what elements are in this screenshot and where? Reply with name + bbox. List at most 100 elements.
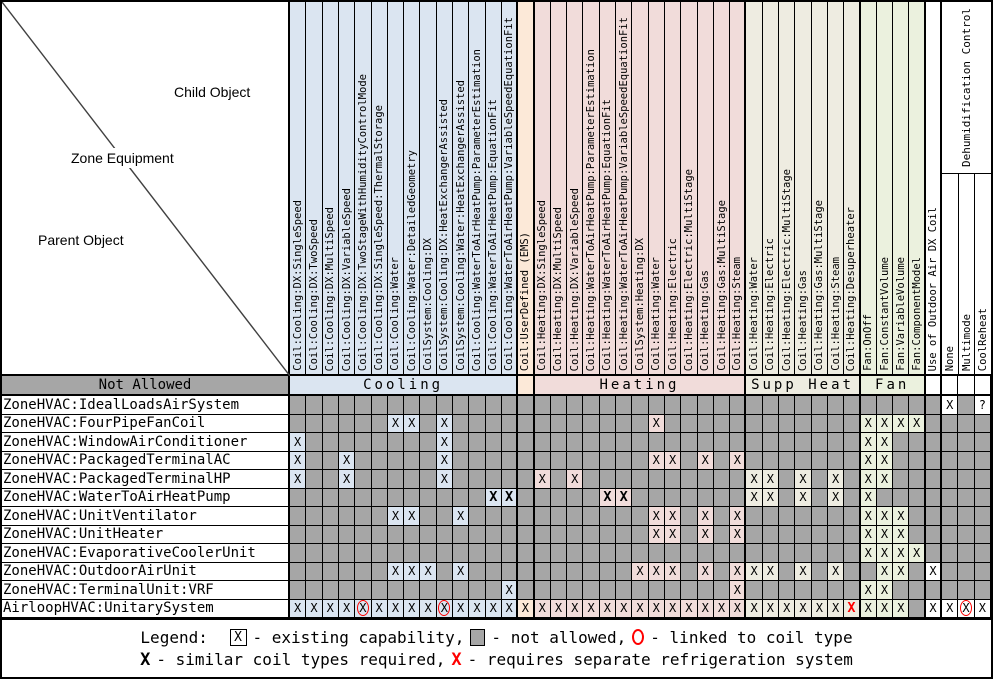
- matrix-cell: [518, 414, 535, 433]
- matrix-cell: X: [501, 581, 519, 600]
- matrix-cell: [371, 414, 388, 433]
- x-mark: X: [342, 471, 351, 486]
- matrix-cell: X: [876, 525, 894, 544]
- matrix-cell: [453, 470, 470, 489]
- matrix-cell: [306, 396, 323, 415]
- matrix-cell: X: [730, 525, 747, 544]
- matrix-cell: [550, 433, 568, 452]
- matrix-cell: [599, 581, 617, 600]
- matrix-cell: [404, 488, 421, 507]
- matrix-cell: [518, 470, 535, 489]
- matrix-cell: X: [909, 414, 926, 433]
- x-mark: X: [391, 416, 400, 431]
- column-header-multimode: Multimode: [959, 174, 976, 374]
- matrix-cell: [616, 544, 633, 563]
- matrix-cell: [925, 525, 943, 544]
- matrix-cell: X: [730, 562, 747, 581]
- matrix-cell: [844, 396, 861, 415]
- matrix-cell: [338, 396, 356, 415]
- matrix-cell: [942, 562, 959, 581]
- matrix-cell: [420, 451, 437, 470]
- column-header: Coil:Cooling:Water: [387, 2, 405, 376]
- x-mark: X: [424, 601, 432, 616]
- matrix-cell: [567, 544, 584, 563]
- matrix-cell: [958, 396, 975, 415]
- x-mark: X: [897, 601, 905, 616]
- matrix-cell: [290, 414, 307, 433]
- question-mark: ?: [978, 397, 986, 412]
- matrix-cell: [827, 581, 845, 600]
- matrix-cell: X: [664, 507, 682, 526]
- matrix-cell: [664, 488, 682, 507]
- matrix-cell: X: [827, 562, 845, 581]
- x-mark: X: [750, 564, 758, 579]
- matrix-cell: X: [746, 470, 763, 489]
- matrix-cell: X: [648, 525, 665, 544]
- column-header: Coil:Heating:DX:MultiSpeed: [550, 2, 568, 376]
- matrix-cell: [387, 581, 405, 600]
- matrix-cell: X: [876, 507, 894, 526]
- matrix-cell: [371, 581, 388, 600]
- x-mark: X: [701, 453, 709, 468]
- matrix-cell: X: [404, 599, 421, 618]
- x-mark: X: [294, 434, 302, 449]
- matrix-cell: [974, 414, 991, 433]
- matrix-cell: [501, 544, 519, 563]
- matrix-cell: [306, 507, 323, 526]
- x-mark: X: [717, 601, 726, 616]
- matrix-cell: [925, 470, 943, 489]
- matrix-cell: [664, 414, 682, 433]
- matrix-cell: [811, 544, 828, 563]
- column-header: Fan:ComponentModel: [909, 2, 926, 376]
- matrix-cell: [469, 414, 486, 433]
- group-header-cooling: Cooling: [290, 376, 519, 396]
- x-mark: X: [733, 582, 741, 597]
- matrix-cell: X: [876, 433, 894, 452]
- column-header: Coil:Cooling:DX:SingleSpeed:ThermalStora…: [371, 2, 388, 376]
- matrix-cell: [322, 396, 339, 415]
- column-header: Fan:VariableVolume: [893, 2, 910, 376]
- matrix-cell: X: [404, 562, 421, 581]
- x-mark: X: [799, 490, 807, 505]
- matrix-cell: [909, 396, 926, 415]
- matrix-cell: [779, 396, 796, 415]
- matrix-cell: [632, 581, 649, 600]
- matrix-cell: [485, 470, 502, 489]
- matrix-cell: [501, 396, 519, 415]
- column-header: Coil:Cooling:WaterToAirHeatPump:Equation…: [485, 2, 502, 376]
- matrix-cell: [697, 488, 714, 507]
- x-mark: X: [880, 545, 889, 560]
- matrix-cell: [599, 507, 617, 526]
- x-mark: X: [978, 601, 986, 616]
- matrix-cell: [681, 562, 698, 581]
- row-label: ZoneHVAC:FourPipeFanCoil: [2, 414, 290, 433]
- matrix-cell: [779, 488, 796, 507]
- matrix-cell: [681, 581, 698, 600]
- matrix-cell: [827, 451, 845, 470]
- x-mark: X: [457, 508, 465, 523]
- matrix-cell: [942, 581, 959, 600]
- matrix-cell: [958, 544, 975, 563]
- matrix-cell: [371, 433, 388, 452]
- bold-x-mark: X: [603, 488, 612, 505]
- matrix-cell: [485, 507, 502, 526]
- matrix-cell: [485, 414, 502, 433]
- matrix-cell: X: [876, 599, 894, 618]
- matrix-cell: [338, 507, 356, 526]
- matrix-cell: [355, 433, 372, 452]
- x-mark: X: [473, 601, 481, 616]
- matrix-cell: [974, 525, 991, 544]
- matrix-cell: X: [876, 562, 894, 581]
- matrix-cell: [697, 414, 714, 433]
- matrix-cell: X: [925, 599, 943, 618]
- matrix-cell: [632, 433, 649, 452]
- matrix-cell: X: [436, 414, 454, 433]
- matrix-cell: [322, 433, 339, 452]
- matrix-cell: [355, 451, 372, 470]
- x-mark: X: [636, 601, 644, 616]
- matrix-cell: X: [730, 451, 747, 470]
- matrix-cell: [762, 433, 780, 452]
- x-mark: X: [571, 601, 579, 616]
- matrix-cell: [876, 396, 894, 415]
- matrix-cell: X: [387, 599, 405, 618]
